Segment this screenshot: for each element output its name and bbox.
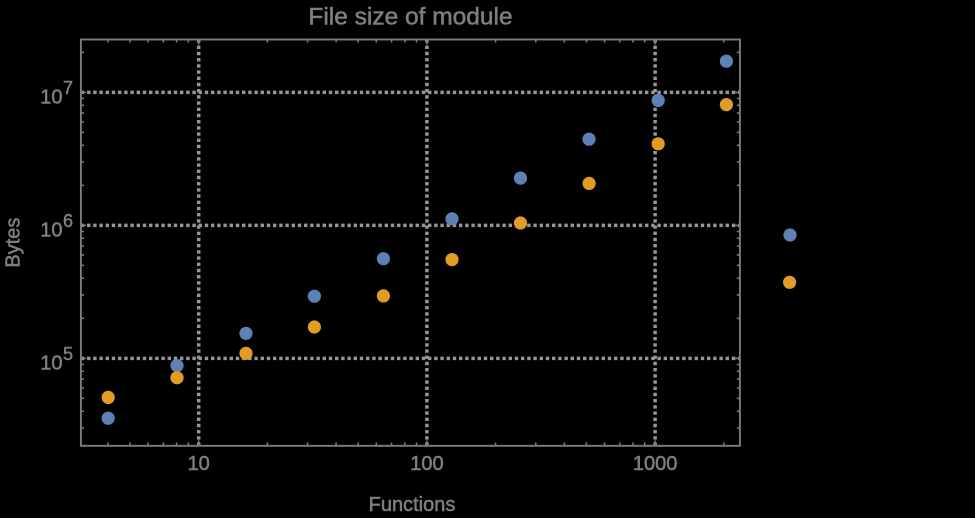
svg-text:10: 10 xyxy=(40,220,62,242)
svg-text:10: 10 xyxy=(40,353,62,375)
svg-text:6: 6 xyxy=(63,211,73,231)
svg-text:File size of module: File size of module xyxy=(308,3,512,30)
svg-text:100: 100 xyxy=(410,453,443,475)
svg-text:10: 10 xyxy=(188,453,210,475)
svg-text:1000: 1000 xyxy=(633,453,678,475)
svg-text:Bytes: Bytes xyxy=(3,218,25,268)
svg-text:7: 7 xyxy=(63,78,73,98)
svg-text:10: 10 xyxy=(40,87,62,109)
svg-text:Functions: Functions xyxy=(369,494,456,513)
svg-text:5: 5 xyxy=(63,344,73,364)
